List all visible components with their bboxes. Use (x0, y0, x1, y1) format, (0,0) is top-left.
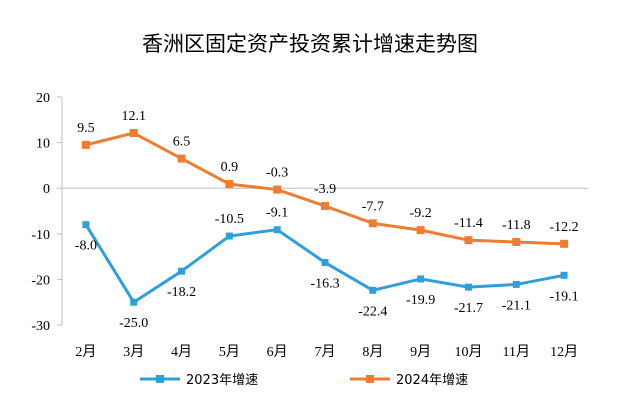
data-label: -19.1 (550, 289, 579, 304)
x-tick-label: 4月 (171, 344, 192, 360)
y-tick-label: -20 (31, 273, 50, 288)
data-label: 6.5 (173, 135, 191, 150)
chart-title: 香洲区固定资产投资累计增速走势图 (142, 32, 478, 56)
legend-label: 2024年增速 (396, 373, 468, 388)
data-point (130, 298, 138, 306)
data-point (177, 154, 186, 163)
data-label: 12.1 (121, 109, 146, 124)
x-tick-label: 3月 (123, 344, 144, 360)
data-label: -19.9 (406, 293, 435, 308)
data-label: -16.3 (310, 277, 339, 292)
data-label: -0.3 (266, 166, 288, 181)
x-tick-label: 8月 (362, 344, 383, 360)
data-point (560, 271, 568, 279)
data-point (82, 221, 90, 229)
data-label: 9.5 (77, 121, 95, 136)
data-point (464, 283, 472, 291)
data-label: 0.9 (221, 160, 239, 175)
chart-legend: 2023年增速 2024年增速 (140, 373, 468, 388)
data-label: -18.2 (167, 285, 196, 300)
data-label: -8.0 (75, 239, 97, 254)
y-tick-label: 0 (43, 182, 50, 197)
data-point (129, 129, 138, 138)
y-tick-label: 20 (36, 91, 50, 106)
data-point (273, 185, 282, 194)
x-tick-label: 12月 (550, 344, 578, 360)
x-tick-label: 5月 (219, 344, 240, 360)
data-label: -7.7 (362, 199, 384, 214)
legend-label: 2023年增速 (186, 373, 258, 388)
data-point (512, 280, 520, 288)
data-label: -10.5 (215, 212, 244, 227)
x-tick-label: 9月 (410, 344, 431, 360)
x-tick-label: 2月 (75, 344, 96, 360)
legend-swatch-marker (366, 375, 374, 383)
chart-axes: 20 10 0 -10 -20 -30 2月 3月 4月 5月 6月 7月 8月 9月 10月 11月 12月 (31, 91, 588, 360)
data-point (178, 267, 186, 275)
y-tick-label: -30 (31, 319, 50, 334)
data-label: -11.4 (454, 216, 483, 231)
data-point (560, 239, 569, 248)
chart-data-labels: -8.0 -25.0 -18.2 -10.5 -9.1 -16.3 -22.4 -19.9 -2… (75, 109, 579, 331)
y-tick-label: -10 (31, 228, 50, 243)
x-tick-label: 10月 (454, 344, 482, 360)
chart-series (81, 129, 569, 306)
x-tick-label: 11月 (503, 344, 530, 360)
data-point (81, 140, 90, 149)
data-point (225, 232, 233, 240)
data-label: -22.4 (358, 304, 387, 319)
data-point (512, 238, 521, 247)
data-label: -3.9 (314, 182, 336, 197)
data-label: -21.1 (502, 298, 531, 313)
data-point (368, 219, 377, 228)
data-point (321, 259, 329, 267)
data-label: -9.2 (410, 206, 432, 221)
x-tick-label: 7月 (315, 344, 336, 360)
y-tick-label: 10 (36, 137, 50, 152)
data-point (369, 286, 377, 294)
data-label: -9.1 (266, 206, 288, 221)
data-point (321, 201, 329, 210)
data-point (416, 226, 425, 235)
data-point (464, 236, 473, 245)
data-point (273, 226, 281, 234)
x-tick-label: 6月 (267, 344, 288, 360)
legend-swatch-marker (156, 375, 164, 383)
data-point (417, 275, 425, 283)
data-label: -12.2 (550, 220, 579, 235)
data-label: -11.8 (502, 218, 531, 233)
data-label: -25.0 (119, 316, 148, 331)
data-point (225, 180, 234, 189)
data-label: -21.7 (454, 301, 483, 316)
